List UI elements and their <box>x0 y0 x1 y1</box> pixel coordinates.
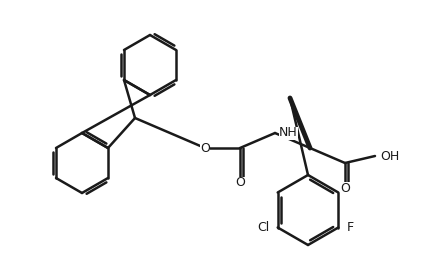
Text: OH: OH <box>380 150 399 162</box>
Text: F: F <box>346 221 353 234</box>
Text: Cl: Cl <box>258 221 270 234</box>
Text: NH: NH <box>279 126 298 140</box>
Text: O: O <box>340 181 350 195</box>
Text: O: O <box>200 142 210 154</box>
Text: O: O <box>235 177 245 189</box>
